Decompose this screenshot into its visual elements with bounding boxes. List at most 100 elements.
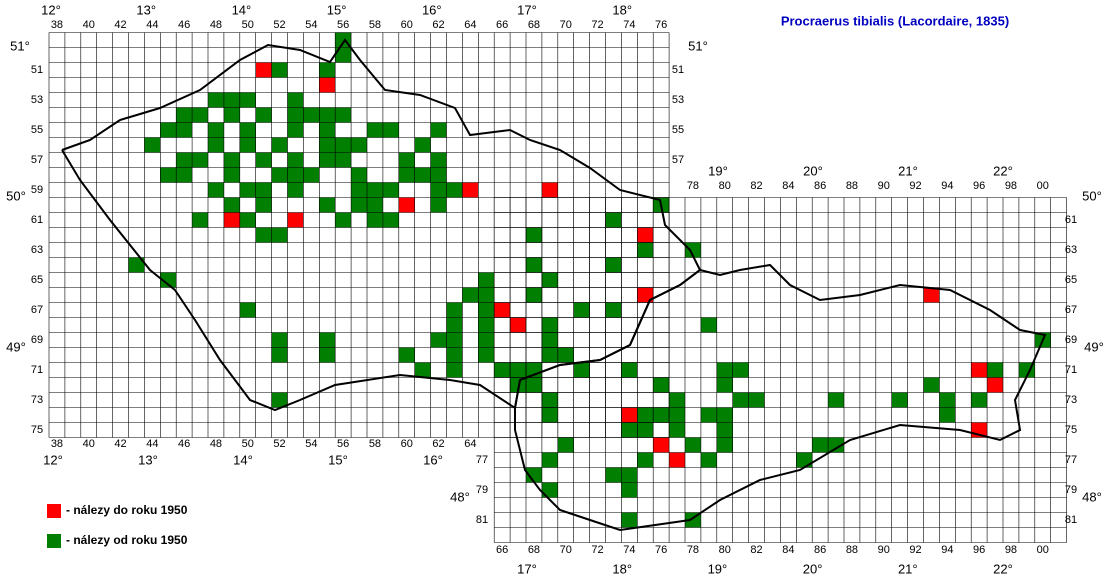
record-cell: [923, 377, 940, 393]
record-cell: [605, 302, 622, 318]
record-cell: [382, 182, 399, 198]
degree-label: 19°: [708, 561, 728, 576]
record-cell: [239, 137, 256, 153]
grid-label: 60: [401, 19, 413, 31]
grid-label: 50: [242, 19, 254, 31]
record-cell: [541, 272, 558, 288]
record-cell: [223, 197, 240, 213]
record-cell: [923, 287, 940, 303]
grid-label: 69: [1065, 334, 1077, 346]
record-cell: [319, 347, 336, 363]
grid-label: 80: [719, 544, 731, 556]
record-cell: [176, 167, 193, 183]
grid-label: 48: [210, 438, 222, 450]
record-cell: [255, 182, 272, 198]
record-cell: [637, 242, 654, 258]
grid-label: 66: [496, 544, 508, 556]
degree-label: 19°: [708, 163, 728, 178]
grid-label: 58: [369, 19, 381, 31]
map-title: Procraerus tibialis (Lacordaire, 1835): [781, 13, 1009, 28]
record-cell: [382, 122, 399, 138]
record-cell: [192, 212, 208, 228]
grid-label: 58: [369, 438, 381, 450]
grid-label: 68: [528, 544, 540, 556]
record-cell: [160, 122, 177, 138]
grid-label: 53: [672, 94, 684, 106]
grid-label: 51: [672, 64, 684, 76]
grid-label: 77: [1065, 454, 1077, 466]
grid-label: 38: [51, 438, 63, 450]
record-cell: [430, 167, 447, 183]
record-cell: [557, 347, 574, 363]
grid-label: 38: [51, 19, 63, 31]
record-cell: [192, 152, 208, 168]
grid-label: 65: [1065, 274, 1077, 286]
record-cell: [446, 182, 463, 198]
record-cell: [987, 362, 1003, 378]
degree-label: 20°: [803, 163, 823, 178]
grid-label: 66: [496, 19, 508, 31]
grid-label: 71: [31, 364, 43, 376]
grid-label: 40: [83, 438, 95, 450]
record-cell: [398, 152, 415, 168]
record-cell: [271, 332, 288, 348]
grid-label: 46: [178, 19, 190, 31]
record-cell: [685, 242, 701, 258]
record-cell: [303, 167, 320, 183]
record-cell: [430, 152, 447, 168]
degree-label: 50°: [1082, 188, 1102, 203]
record-cell: [319, 62, 336, 78]
degree-label: 12°: [43, 452, 63, 467]
record-cell: [494, 302, 511, 318]
record-cell: [255, 107, 272, 123]
grid-label: 42: [114, 19, 126, 31]
record-cell: [510, 362, 526, 378]
record-cell: [160, 272, 177, 288]
record-cell: [287, 152, 304, 168]
record-cell: [255, 197, 272, 213]
grid-label: 75: [31, 424, 43, 436]
record-cell: [239, 212, 256, 228]
legend-label: - nálezy do roku 1950: [66, 503, 188, 517]
grid-label: 86: [814, 180, 826, 192]
degree-label: 15°: [328, 452, 348, 467]
record-cell: [351, 167, 367, 183]
degree-label: 16°: [423, 452, 443, 467]
record-cell: [716, 362, 733, 378]
grid-label: 51: [31, 64, 43, 76]
legend-swatch-since: [47, 534, 61, 548]
cells: [128, 32, 1051, 528]
grid-label: 74: [623, 19, 635, 31]
grid-label: 90: [878, 180, 890, 192]
degree-label: 15°: [327, 2, 347, 17]
grid-label: 70: [560, 544, 572, 556]
record-cell: [128, 257, 145, 273]
record-cell: [541, 482, 558, 498]
grid-label: 81: [1065, 514, 1077, 526]
grid-label: 73: [1065, 394, 1077, 406]
grid-label: 00: [1037, 544, 1049, 556]
grid-label: 82: [750, 180, 762, 192]
record-cell: [732, 392, 749, 408]
record-cell: [716, 422, 733, 438]
grid-label: 00: [1037, 180, 1049, 192]
grid-label: 64: [464, 438, 476, 450]
legend-swatch-before: [47, 504, 61, 518]
grid-label: 57: [31, 154, 43, 166]
record-cell: [255, 62, 272, 78]
grid-label: 62: [432, 19, 444, 31]
grid-label: 84: [782, 180, 794, 192]
record-cell: [541, 392, 558, 408]
grid-label: 80: [719, 180, 731, 192]
record-cell: [223, 167, 240, 183]
record-cell: [621, 467, 638, 483]
record-cell: [605, 467, 622, 483]
record-cell: [430, 182, 447, 198]
record-cell: [828, 437, 844, 453]
border-cz: [61, 38, 702, 412]
record-cell: [319, 137, 336, 153]
grid-label: 55: [31, 124, 43, 136]
grid-label: 86: [814, 544, 826, 556]
grid-label: 67: [1065, 304, 1077, 316]
record-cell: [462, 182, 479, 198]
